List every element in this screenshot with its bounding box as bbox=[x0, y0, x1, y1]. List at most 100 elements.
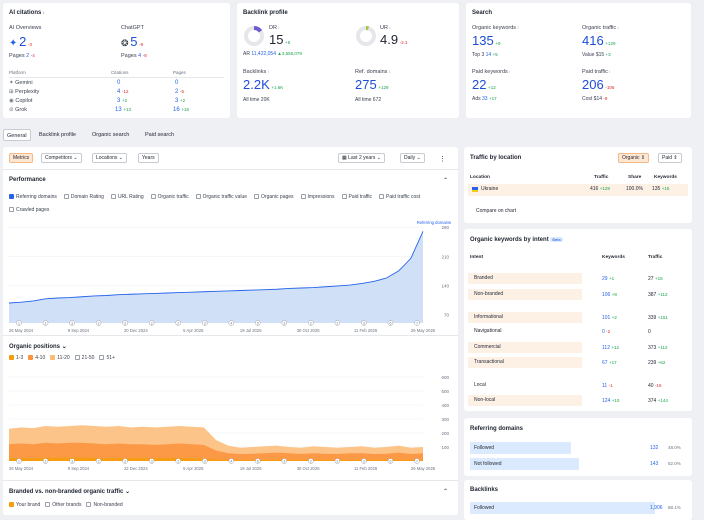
paid-traffic-value[interactable]: 206 -106 bbox=[582, 77, 615, 92]
performance-title[interactable]: Performance bbox=[9, 177, 46, 183]
competitors-dropdown[interactable]: Competitors ⌄ bbox=[41, 153, 82, 163]
intent-keywords[interactable]: 124 +10 bbox=[602, 398, 620, 404]
annotation-marker[interactable] bbox=[122, 320, 128, 326]
annotation-marker[interactable] bbox=[16, 458, 22, 464]
annotation-marker[interactable] bbox=[334, 458, 341, 464]
annotation-marker[interactable] bbox=[308, 320, 314, 326]
checkbox-impressions[interactable]: Impressions bbox=[300, 191, 335, 204]
organic-keywords-value[interactable]: 135 +9 bbox=[472, 33, 501, 48]
intent-row-navigational[interactable]: Navigational bbox=[468, 326, 688, 337]
checkbox-organic-traffic[interactable]: Organic traffic bbox=[150, 191, 189, 204]
organic-toggle[interactable]: Organic ⇕ bbox=[618, 153, 650, 163]
checkbox-4-10[interactable]: 4-10 bbox=[28, 355, 45, 361]
annotation-marker[interactable] bbox=[95, 458, 102, 464]
checkbox-box[interactable] bbox=[28, 355, 34, 360]
checkbox-box[interactable] bbox=[300, 194, 306, 199]
grok-citations[interactable]: 13 +13 bbox=[115, 107, 131, 113]
backlinks-value[interactable]: 2.2K +1.6K bbox=[243, 77, 284, 92]
checkbox-box[interactable] bbox=[150, 194, 156, 199]
intent-keywords[interactable]: 29 +1 bbox=[602, 276, 615, 282]
annotation-marker[interactable] bbox=[308, 458, 314, 464]
checkbox-box[interactable] bbox=[50, 355, 56, 360]
annotation-marker[interactable] bbox=[42, 458, 49, 464]
organic-traffic-value[interactable]: 416 +129 bbox=[582, 33, 616, 48]
backlinks-label[interactable]: Backlinks i bbox=[243, 69, 269, 75]
checkbox-11-20[interactable]: 11-20 bbox=[50, 355, 70, 361]
annotation-marker[interactable] bbox=[255, 320, 261, 326]
checkbox-1-3[interactable]: 1-3 bbox=[9, 355, 23, 361]
bar-value[interactable]: 132 bbox=[650, 445, 659, 451]
annotation-marker[interactable] bbox=[281, 320, 288, 326]
collapse-icon[interactable]: ⌃ bbox=[443, 489, 449, 495]
intent-keywords[interactable]: 106 +8 bbox=[602, 292, 617, 298]
chatgpt-label[interactable]: ChatGPT bbox=[121, 25, 144, 31]
intent-row-branded[interactable]: Branded bbox=[468, 273, 582, 284]
annotation-marker[interactable] bbox=[95, 320, 102, 326]
location-row[interactable]: Ukraine 416 +129 100.0% 135 +15 bbox=[468, 184, 688, 196]
intent-keywords[interactable]: 112 +12 bbox=[602, 345, 620, 351]
gemini-citations[interactable]: 0 bbox=[117, 80, 121, 86]
bar-value[interactable]: 1,906 bbox=[650, 505, 663, 511]
intent-traffic[interactable]: 40 -16 bbox=[648, 383, 662, 389]
checkbox-box[interactable] bbox=[9, 502, 14, 507]
grok-pages[interactable]: 16 +16 bbox=[173, 107, 189, 113]
checkbox-paid-traffic-cost[interactable]: Paid traffic cost bbox=[379, 191, 420, 204]
annotation-marker[interactable] bbox=[334, 320, 341, 326]
checkbox-box[interactable] bbox=[9, 207, 14, 212]
annotation-marker[interactable] bbox=[228, 320, 235, 326]
checkbox-organic-pages[interactable]: Organic pages bbox=[254, 191, 294, 204]
ai-overviews-label[interactable]: AI Overviews bbox=[9, 25, 42, 31]
annotation-marker[interactable] bbox=[201, 320, 208, 326]
intent-traffic[interactable]: 239 +62 bbox=[648, 360, 666, 366]
annotation-marker[interactable] bbox=[148, 320, 155, 326]
checkbox-box[interactable] bbox=[379, 194, 385, 199]
checkbox-other-brands[interactable]: Other brands bbox=[45, 502, 81, 508]
organic-traffic-label[interactable]: Organic traffic i bbox=[582, 25, 619, 31]
annotation-marker[interactable] bbox=[228, 458, 235, 464]
checkbox-51-[interactable]: 51+ bbox=[99, 355, 115, 361]
bar-value[interactable]: 143 bbox=[650, 461, 659, 467]
checkbox-box[interactable] bbox=[254, 194, 260, 199]
checkbox-box[interactable] bbox=[86, 502, 92, 507]
paid-keywords-label[interactable]: Paid keywords i bbox=[472, 69, 511, 75]
checkbox-box[interactable] bbox=[45, 502, 51, 507]
intent-keywords[interactable]: 0 -2 bbox=[602, 329, 611, 335]
checkbox-box[interactable] bbox=[63, 194, 69, 199]
annotation-marker[interactable] bbox=[361, 458, 367, 464]
organic-positions-title[interactable]: Organic positions ⌄ bbox=[9, 344, 67, 350]
checkbox-non-branded[interactable]: Non-branded bbox=[86, 502, 123, 508]
more-icon[interactable]: ⋮ bbox=[439, 156, 446, 163]
intent-traffic[interactable]: 374 +144 bbox=[648, 398, 668, 404]
intent-row-non-local[interactable]: Non-local bbox=[468, 395, 582, 406]
perplexity-pages[interactable]: 2 -5 bbox=[175, 89, 185, 95]
annotation-marker[interactable] bbox=[414, 458, 420, 464]
intent-keywords[interactable]: 101 +2 bbox=[602, 315, 617, 321]
copilot-citations[interactable]: 3 +2 bbox=[117, 98, 128, 104]
branded-title[interactable]: Branded vs. non-branded organic traffic … bbox=[9, 489, 131, 495]
tab-general[interactable]: General bbox=[3, 129, 31, 141]
tab-backlink-profile[interactable]: Backlink profile bbox=[39, 132, 76, 138]
paid-traffic-label[interactable]: Paid traffic i bbox=[582, 69, 611, 75]
intent-traffic[interactable]: 387 +112 bbox=[648, 292, 668, 298]
annotation-marker[interactable] bbox=[414, 320, 420, 326]
annotation-marker[interactable] bbox=[387, 320, 394, 326]
period-dropdown[interactable]: ▦ Last 2 years ⌄ bbox=[338, 153, 385, 163]
checkbox-box[interactable] bbox=[9, 355, 14, 360]
checkbox-paid-traffic[interactable]: Paid traffic bbox=[341, 191, 372, 204]
checkbox-21-50[interactable]: 21-50 bbox=[74, 355, 94, 361]
intent-row-informational[interactable]: Informational bbox=[468, 312, 582, 323]
tab-paid-search[interactable]: Paid search bbox=[145, 132, 175, 138]
checkbox-box[interactable] bbox=[74, 355, 80, 360]
annotation-marker[interactable] bbox=[281, 458, 288, 464]
intent-keywords[interactable]: 11 -1 bbox=[602, 383, 613, 389]
intent-row-local[interactable]: Local bbox=[468, 380, 688, 391]
annotation-marker[interactable] bbox=[16, 320, 22, 326]
organic-keywords-label[interactable]: Organic keywords i bbox=[472, 25, 519, 31]
perplexity-citations[interactable]: 4 -12 bbox=[117, 89, 129, 95]
annotation-marker[interactable] bbox=[122, 458, 128, 464]
annotation-marker[interactable] bbox=[387, 458, 394, 464]
annotation-marker[interactable] bbox=[69, 458, 75, 464]
paid-toggle[interactable]: Paid ⇕ bbox=[658, 153, 682, 163]
years-button[interactable]: Years bbox=[138, 153, 159, 163]
annotation-marker[interactable] bbox=[69, 320, 75, 326]
